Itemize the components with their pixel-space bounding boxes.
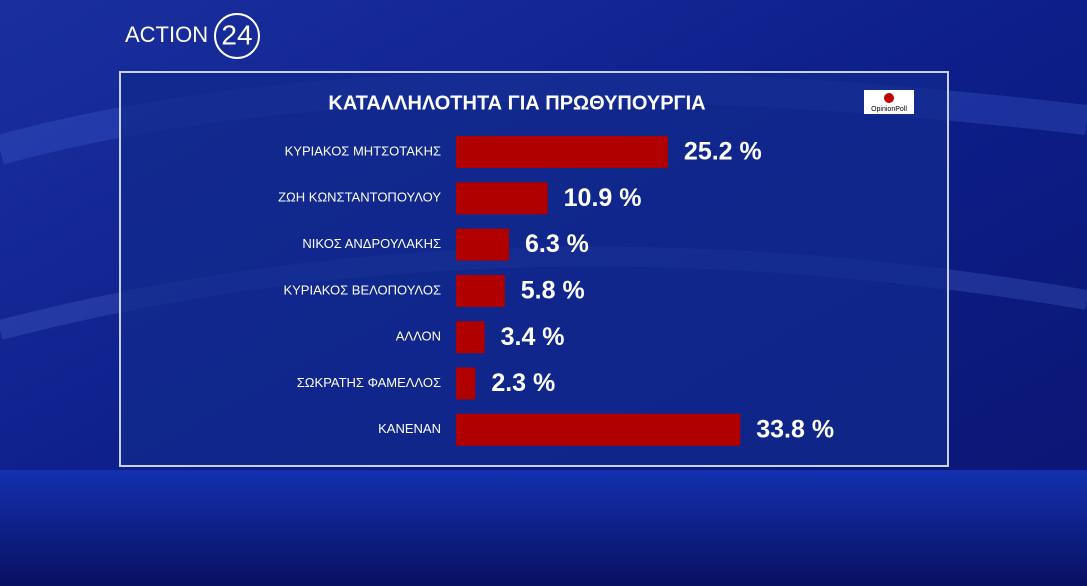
value-label: 5.8 % (521, 277, 585, 305)
value-label: 2.3 % (491, 369, 555, 397)
category-label: ΚΑΝΕΝΑΝ (378, 421, 441, 436)
bar (456, 321, 485, 354)
logo: ACTION (125, 22, 208, 47)
value-label: 25.2 % (684, 138, 762, 166)
bar (456, 136, 668, 168)
category-label: ΑΛΛΟΝ (396, 329, 441, 344)
bar (456, 274, 505, 307)
floor (0, 470, 1087, 586)
category-label: ΚΥΡΙΑΚΟΣ ΜΗΤΣΟΤΑΚΗΣ (285, 143, 441, 158)
bar (456, 413, 741, 446)
logo-ring (214, 13, 260, 59)
chart-title: ΚΑΤΑΛΛΗΛΟΤΗΤΑ ΓΙΑ ΠΡΩΘΥΠΟΥΡΓΙΑ (328, 92, 705, 114)
value-label: 10.9 % (564, 184, 642, 212)
bar (456, 367, 476, 400)
bar (456, 228, 509, 261)
source: OpinionPoll (871, 106, 907, 113)
bar (456, 182, 548, 215)
value-label: 3.4 % (501, 323, 565, 351)
panel (119, 71, 949, 467)
value-label: 6.3 % (525, 230, 589, 258)
category-label: ΝΙΚΟΣ ΑΝΔΡΟΥΛΑΚΗΣ (302, 236, 441, 251)
category-label: ΚΥΡΙΑΚΟΣ ΒΕΛΟΠΟΥΛΟΣ (283, 282, 441, 297)
category-label: ΖΩΗ ΚΩΝΣΤΑΝΤΟΠΟΥΛΟΥ (278, 190, 441, 205)
category-label: ΣΩΚΡΑΤΗΣ ΦΑΜΕΛΛΟΣ (297, 375, 441, 390)
logo-number: 24 (221, 19, 252, 50)
value-label: 33.8 % (756, 415, 834, 443)
source-icon (884, 93, 894, 103)
